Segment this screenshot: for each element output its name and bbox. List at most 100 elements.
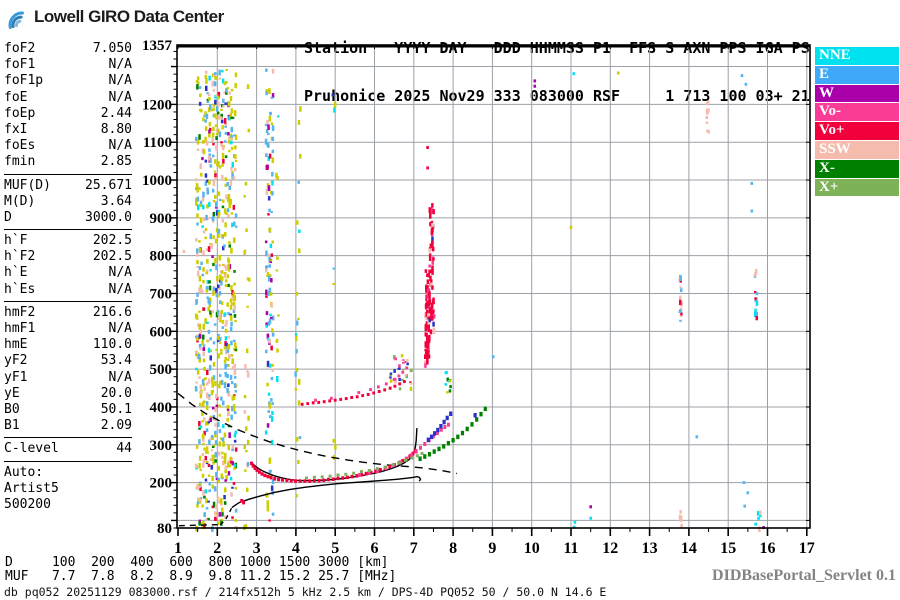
svg-text:800: 800 [150, 249, 173, 265]
param-row: h`F 202.5 [4, 233, 132, 249]
svg-text:16: 16 [760, 540, 776, 557]
param-row: B1 2.09 [4, 418, 132, 434]
param-row: Auto: [4, 465, 132, 481]
param-value: N/A [108, 281, 132, 297]
param-row: h`Es N/A [4, 282, 132, 298]
param-value: 216.6 [92, 304, 132, 320]
svg-text:12: 12 [602, 540, 618, 557]
param-value: N/A [108, 89, 132, 105]
param-value: 7.050 [92, 41, 132, 56]
param-label: h`E [4, 265, 28, 281]
svg-text:7: 7 [410, 540, 418, 557]
svg-text:15: 15 [720, 540, 736, 557]
station-header: Station YYYY DAY DDD HHMMSS P1 FFS S AXN… [304, 8, 810, 120]
svg-text:1100: 1100 [143, 135, 172, 151]
param-divider [4, 437, 132, 439]
param-value: 44 [116, 441, 132, 457]
param-row: h`F2 202.5 [4, 249, 132, 265]
svg-text:17: 17 [799, 540, 815, 557]
param-label: foF2 [4, 41, 36, 56]
muf-table-row-muf: MUF 7.7 7.8 8.2 8.9 9.8 11.2 15.2 25.7 [… [5, 568, 397, 584]
svg-text:1200: 1200 [142, 97, 172, 113]
svg-text:1: 1 [174, 540, 182, 557]
param-divider [4, 173, 132, 175]
svg-text:14: 14 [681, 540, 697, 557]
svg-text:200: 200 [150, 476, 173, 492]
param-value: 202.5 [92, 249, 132, 265]
param-label: B0 [4, 401, 20, 417]
param-value: 50.1 [100, 401, 132, 417]
param-row: D 3000.0 [4, 210, 132, 226]
param-label: hmF1 [4, 321, 36, 336]
svg-text:5: 5 [331, 540, 339, 557]
param-label: h`Es [4, 281, 36, 297]
param-value: 2.09 [100, 418, 132, 434]
svg-text:900: 900 [150, 211, 173, 227]
param-row: hmE 110.0 [4, 337, 132, 353]
param-value: 8.80 [100, 121, 132, 137]
svg-text:1000: 1000 [142, 173, 172, 189]
param-value: N/A [108, 369, 132, 385]
svg-text:3: 3 [253, 540, 261, 557]
param-value: 110.0 [92, 337, 132, 353]
param-row: h`E N/A [4, 265, 132, 281]
param-value: 25.671 [85, 177, 132, 193]
param-row: C-level 44 [4, 441, 132, 457]
echo-trace-e-tagged-branch [426, 411, 477, 443]
y-axis-labels: 1357 1200 1100 1000 900 800 700 600 500 400 300 200… [142, 38, 173, 537]
svg-text:10: 10 [524, 540, 540, 557]
param-value: 20.0 [100, 385, 132, 401]
polarization-legend: NNE E W Vo- Vo+ SSW X- X+ [815, 47, 899, 197]
param-label: foF1 [4, 57, 36, 73]
param-label: MUF(D) [4, 177, 51, 193]
curve-model-trace-fit [251, 428, 418, 482]
legend-item-w: W [815, 84, 899, 103]
param-row: hmF1 N/A [4, 321, 132, 337]
param-row: foF1 N/A [4, 57, 132, 73]
param-value: 2.44 [100, 105, 132, 121]
param-row: fmin 2.85 [4, 154, 132, 170]
param-row: M(D) 3.64 [4, 194, 132, 210]
param-row: foF1p N/A [4, 73, 132, 89]
param-value: 3.64 [100, 193, 132, 209]
param-row: foEp 2.44 [4, 106, 132, 122]
legend-item-ssw: SSW [815, 140, 899, 159]
svg-text:1357: 1357 [142, 38, 173, 54]
param-value: N/A [108, 138, 132, 154]
echo-trace-x-trace-lower [305, 452, 424, 480]
param-row: Artist5 [4, 481, 132, 497]
muf-distance-table: D 100 200 400 600 800 1000 1500 3000 [km… [5, 556, 396, 583]
svg-text:300: 300 [150, 438, 173, 454]
param-label: Artist5 [4, 480, 59, 496]
legend-item-vo: Vo+ [815, 122, 899, 140]
brand: Lowell GIRO Data Center [4, 5, 224, 29]
svg-text:700: 700 [150, 286, 173, 302]
param-label: yE [4, 385, 20, 401]
grid-lines [177, 45, 810, 528]
station-header-values: Pruhonice 2025 Nov29 333 083000 RSF 1 71… [304, 87, 810, 105]
param-value: N/A [108, 73, 132, 89]
param-label: foF1p [4, 73, 44, 89]
echo-trace-f-trace-vo-minus [358, 422, 450, 477]
param-label: B1 [4, 418, 20, 434]
param-label: 500200 [4, 496, 51, 512]
svg-text:600: 600 [150, 324, 173, 340]
param-row: fxI 8.80 [4, 122, 132, 138]
svg-text:80: 80 [157, 521, 172, 537]
param-value: 53.4 [100, 353, 132, 369]
echo-trace-second-hop-red [300, 380, 406, 406]
param-row: foEs N/A [4, 138, 132, 154]
legend-item-e: E [815, 65, 899, 84]
svg-text:4: 4 [292, 540, 300, 557]
param-label: yF2 [4, 353, 28, 369]
param-value: 202.5 [92, 233, 132, 249]
param-divider [4, 229, 132, 231]
param-value: N/A [108, 321, 132, 336]
param-label: yF1 [4, 369, 28, 385]
param-row: yE 20.0 [4, 386, 132, 402]
curve-true-height-profile [231, 475, 422, 509]
param-divider [4, 300, 132, 302]
param-label: hmE [4, 337, 28, 353]
svg-text:9: 9 [488, 540, 496, 557]
param-divider [4, 460, 132, 462]
